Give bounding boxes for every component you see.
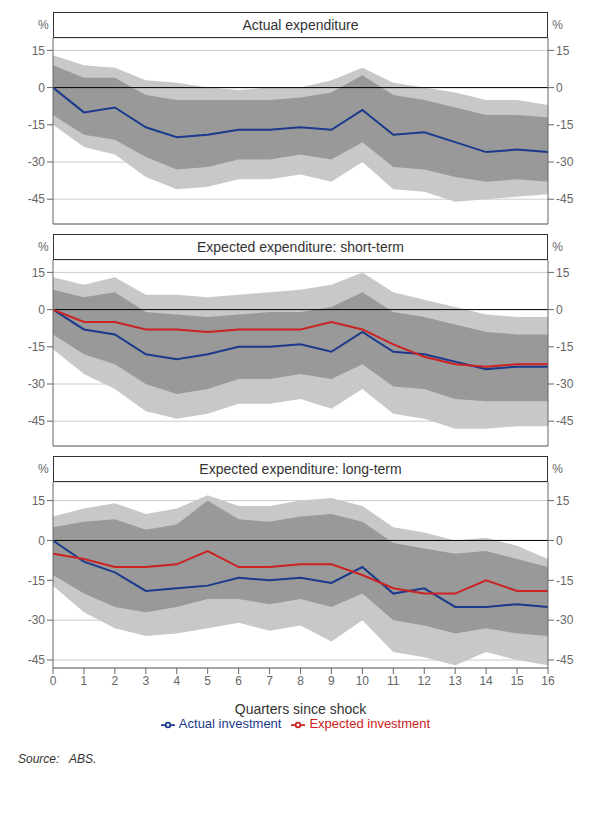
svg-text:1: 1 xyxy=(81,674,88,688)
svg-text:2: 2 xyxy=(112,674,119,688)
svg-text:15: 15 xyxy=(32,44,46,58)
svg-text:-45: -45 xyxy=(28,414,46,428)
svg-text:-45: -45 xyxy=(556,414,574,428)
svg-text:-30: -30 xyxy=(28,155,46,169)
svg-text:3: 3 xyxy=(142,674,149,688)
svg-text:15: 15 xyxy=(556,494,570,508)
html-text:Source: ABS.: Source: ABS. xyxy=(18,752,97,766)
svg-text:-15: -15 xyxy=(28,574,46,588)
svg-text:11: 11 xyxy=(387,674,400,688)
svg-text:13: 13 xyxy=(449,674,463,688)
svg-text:8: 8 xyxy=(297,674,304,688)
svg-text:-15: -15 xyxy=(556,340,574,354)
html-text:Actual investment: Actual investment xyxy=(178,716,282,731)
svg-text:0: 0 xyxy=(38,534,45,548)
svg-text:-15: -15 xyxy=(28,118,46,132)
svg-text:0: 0 xyxy=(556,303,563,317)
svg-text:0: 0 xyxy=(38,303,45,317)
svg-text:-45: -45 xyxy=(28,192,46,206)
svg-text:9: 9 xyxy=(328,674,335,688)
svg-text:Quarters since shock: Quarters since shock xyxy=(235,701,367,717)
svg-text:0: 0 xyxy=(50,674,57,688)
svg-text:0: 0 xyxy=(556,81,563,95)
svg-text:15: 15 xyxy=(32,266,46,280)
svg-text:10: 10 xyxy=(356,674,370,688)
svg-text:15: 15 xyxy=(556,44,570,58)
svg-text:-30: -30 xyxy=(556,613,574,627)
svg-text:0: 0 xyxy=(556,534,563,548)
svg-text:15: 15 xyxy=(556,266,570,280)
svg-text:12: 12 xyxy=(418,674,432,688)
svg-text:16: 16 xyxy=(541,674,555,688)
svg-text:-30: -30 xyxy=(28,613,46,627)
svg-text:6: 6 xyxy=(235,674,242,688)
svg-text:-30: -30 xyxy=(28,377,46,391)
svg-text:-45: -45 xyxy=(28,653,46,667)
svg-text:-30: -30 xyxy=(556,155,574,169)
svg-text:15: 15 xyxy=(510,674,524,688)
svg-text:15: 15 xyxy=(32,494,46,508)
svg-text:14: 14 xyxy=(479,674,493,688)
html-text:Expected expenditure: long-ter: Expected expenditure: long-term xyxy=(199,461,402,477)
svg-text:0: 0 xyxy=(38,81,45,95)
svg-text:7: 7 xyxy=(266,674,273,688)
svg-text:-45: -45 xyxy=(556,653,574,667)
svg-text:-15: -15 xyxy=(556,574,574,588)
html-text:Actual expenditure: Actual expenditure xyxy=(242,17,359,33)
svg-text:-15: -15 xyxy=(556,118,574,132)
svg-text:5: 5 xyxy=(204,674,211,688)
html-text:Expected expenditure: short-te: Expected expenditure: short-term xyxy=(197,239,404,255)
svg-text:-45: -45 xyxy=(556,192,574,206)
svg-text:4: 4 xyxy=(173,674,180,688)
html-text:Expected investment: Expected investment xyxy=(309,716,431,731)
svg-text:-15: -15 xyxy=(28,340,46,354)
svg-text:-30: -30 xyxy=(556,377,574,391)
